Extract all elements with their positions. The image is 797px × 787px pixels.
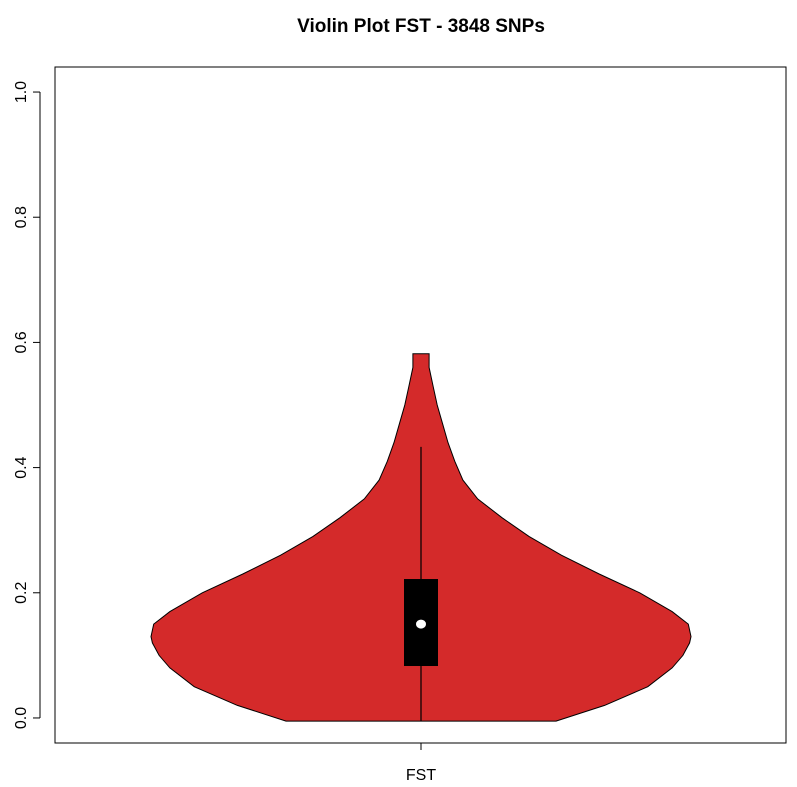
y-axis: 0.0 0.2 0.4 0.6 0.8 1.0	[13, 81, 41, 729]
y-tick-label: 0.0	[13, 707, 30, 729]
violin-layer	[150, 353, 692, 722]
median-point	[416, 619, 426, 629]
y-tick-label: 1.0	[13, 81, 30, 103]
x-axis: FST	[406, 743, 436, 784]
y-tick-label: 0.6	[13, 331, 30, 353]
x-tick-label: FST	[406, 767, 436, 784]
chart-title: Violin Plot FST - 3848 SNPs	[297, 16, 545, 37]
y-tick-label: 0.2	[13, 582, 30, 604]
y-tick-label: 0.4	[13, 456, 30, 478]
y-tick-label: 0.8	[13, 206, 30, 228]
